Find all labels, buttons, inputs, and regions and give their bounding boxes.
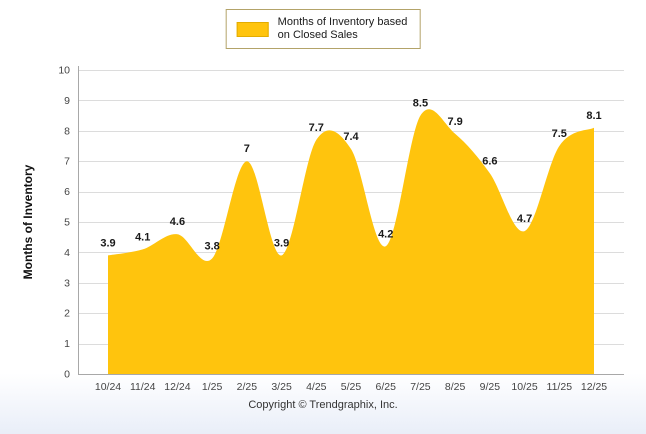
y-tick-label: 10 (58, 65, 70, 77)
x-tick-label: 7/25 (410, 381, 431, 393)
axes (78, 66, 624, 375)
y-tick-label: 6 (64, 186, 70, 198)
y-tick-label: 8 (64, 125, 70, 137)
point-value-label: 7.7 (309, 122, 324, 134)
legend-series-swatch (236, 21, 269, 37)
x-tick-label: 12/25 (581, 381, 607, 393)
inventory-area-path (108, 109, 594, 375)
y-tick-label: 3 (64, 277, 70, 289)
x-tick-label: 3/25 (271, 381, 292, 393)
x-tick-label: 11/25 (547, 381, 573, 393)
area-series (108, 109, 594, 375)
point-value-label: 7.5 (552, 128, 567, 140)
y-tick-label: 1 (64, 338, 70, 350)
x-tick-label: 10/25 (511, 381, 537, 393)
y-axis-title: Months of Inventory (21, 164, 35, 280)
legend-label-line2: on Closed Sales (277, 29, 358, 41)
point-value-label: 3.8 (204, 240, 219, 252)
x-tick-label: 11/24 (130, 381, 156, 393)
y-tick-label: 4 (64, 247, 70, 259)
point-value-label: 7.9 (447, 116, 462, 128)
point-value-label: 8.5 (413, 98, 428, 110)
chart-legend: Months of Inventory based on Closed Sale… (225, 9, 421, 49)
point-value-label: 4.6 (170, 216, 185, 228)
x-tick-label: 9/25 (480, 381, 501, 393)
tick-labels: 0 1 2 3 4 5 6 7 8 9 10 10/24 11/24 12/24 1/25 2/25 3/25 4… (58, 65, 607, 394)
x-tick-label: 12/24 (164, 381, 190, 393)
point-value-label: 4.1 (135, 231, 150, 243)
legend-label: Months of Inventory based on Closed Sale… (278, 16, 408, 42)
x-tick-label: 5/25 (341, 381, 362, 393)
x-tick-label: 1/25 (202, 381, 223, 393)
y-tick-label: 9 (64, 95, 70, 107)
point-value-label: 3.9 (100, 237, 115, 249)
x-tick-label: 2/25 (237, 381, 258, 393)
y-tick-label: 5 (64, 217, 70, 229)
point-value-label: 8.1 (586, 110, 601, 122)
y-tick-label: 2 (64, 308, 70, 320)
point-value-label: 7 (244, 143, 250, 155)
x-tick-label: 4/25 (306, 381, 327, 393)
y-tick-label: 0 (64, 369, 70, 381)
point-value-label: 4.7 (517, 213, 532, 225)
point-value-label: 4.2 (378, 228, 393, 240)
legend-label-line1: Months of Inventory based (277, 16, 408, 28)
point-value-label: 7.4 (343, 131, 359, 143)
x-tick-label: 8/25 (445, 381, 466, 393)
x-tick-label: 6/25 (375, 381, 396, 393)
copyright-text: Copyright © Trendgraphix, Inc. (248, 399, 398, 411)
point-value-label: 3.9 (274, 237, 289, 249)
value-labels: 3.9 4.1 4.6 3.8 7 3.9 7.7 7.4 4.2 8.5 7.9 6.6 4.7 7.5… (100, 98, 601, 253)
y-tick-label: 7 (64, 156, 70, 168)
point-value-label: 6.6 (482, 155, 497, 167)
x-tick-label: 10/24 (95, 381, 121, 393)
